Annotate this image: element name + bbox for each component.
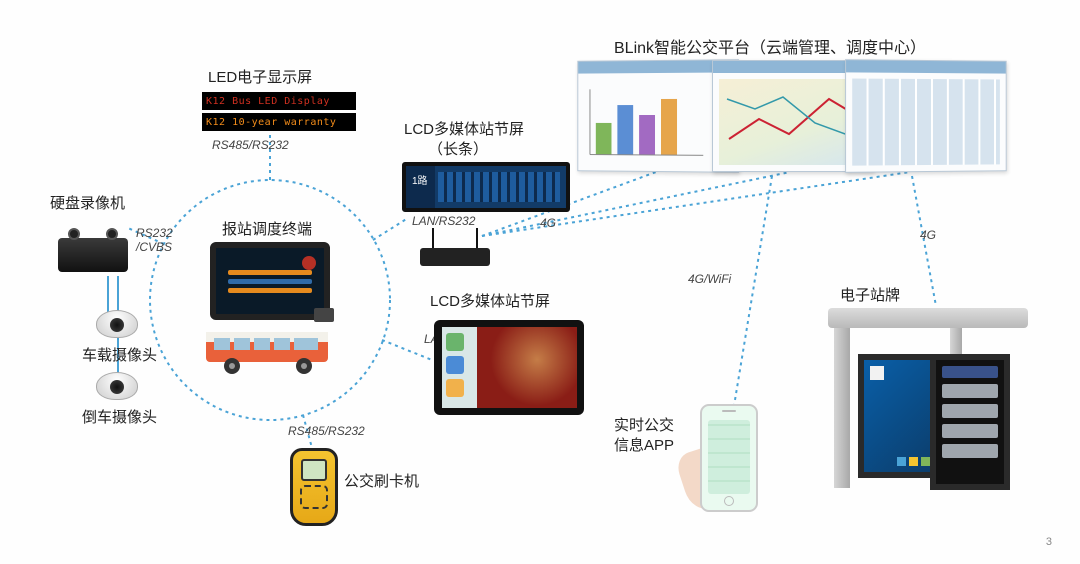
phone-icon [700,404,758,512]
conn-led: RS485/RS232 [212,138,289,152]
bus-icon [204,326,334,381]
lcd-long-title: LCD多媒体站节屏 [404,118,524,139]
led-line1: K12 Bus LED Display [202,92,356,110]
tablet-icon [434,320,584,415]
terminal-title: 报站调度终端 [222,218,312,239]
conn-4g-right: 4G [920,228,936,242]
stretched-lcd: 1路 [402,162,570,212]
chart-bars-icon [590,89,703,156]
conn-4g: 4G [540,216,556,230]
reverse-camera-icon [96,372,138,400]
lcd-long-sub: （长条） [428,138,488,159]
conn-lcd-long: LAN/RS232 [412,214,475,228]
dvr-title: 硬盘录像机 [50,192,125,213]
conn-dvr-l1: RS232 [136,226,173,240]
app-title-l1: 实时公交 [614,414,674,435]
server-window-right [846,60,1008,172]
grid-icon [852,79,1000,166]
platform-title: BLink智能公交平台（云端管理、调度中心） [614,34,926,58]
dvr-icon [58,238,128,272]
cam-rev-title: 倒车摄像头 [82,406,157,427]
route-label: 1路 [412,172,428,187]
card-reader-icon [290,448,338,526]
led-line2: K12 10-year warranty [202,113,356,131]
page-number: 3 [1046,536,1052,548]
onboard-camera-icon [96,310,138,338]
conn-4g-wifi: 4G/WiFi [688,272,731,286]
station-title: 电子站牌 [840,284,900,305]
conn-dvr-l2: /CVBS [136,240,172,254]
terminal-icon [210,242,330,320]
cam-on-title: 车载摄像头 [82,344,157,365]
card-title: 公交刷卡机 [344,470,419,491]
conn-card: RS485/RS232 [288,424,365,438]
station-icon [828,308,1028,488]
app-title-l2: 信息APP [614,434,674,455]
lcd-title: LCD多媒体站节屏 [430,290,550,311]
router-icon [420,248,490,266]
led-title: LED电子显示屏 [208,66,312,87]
